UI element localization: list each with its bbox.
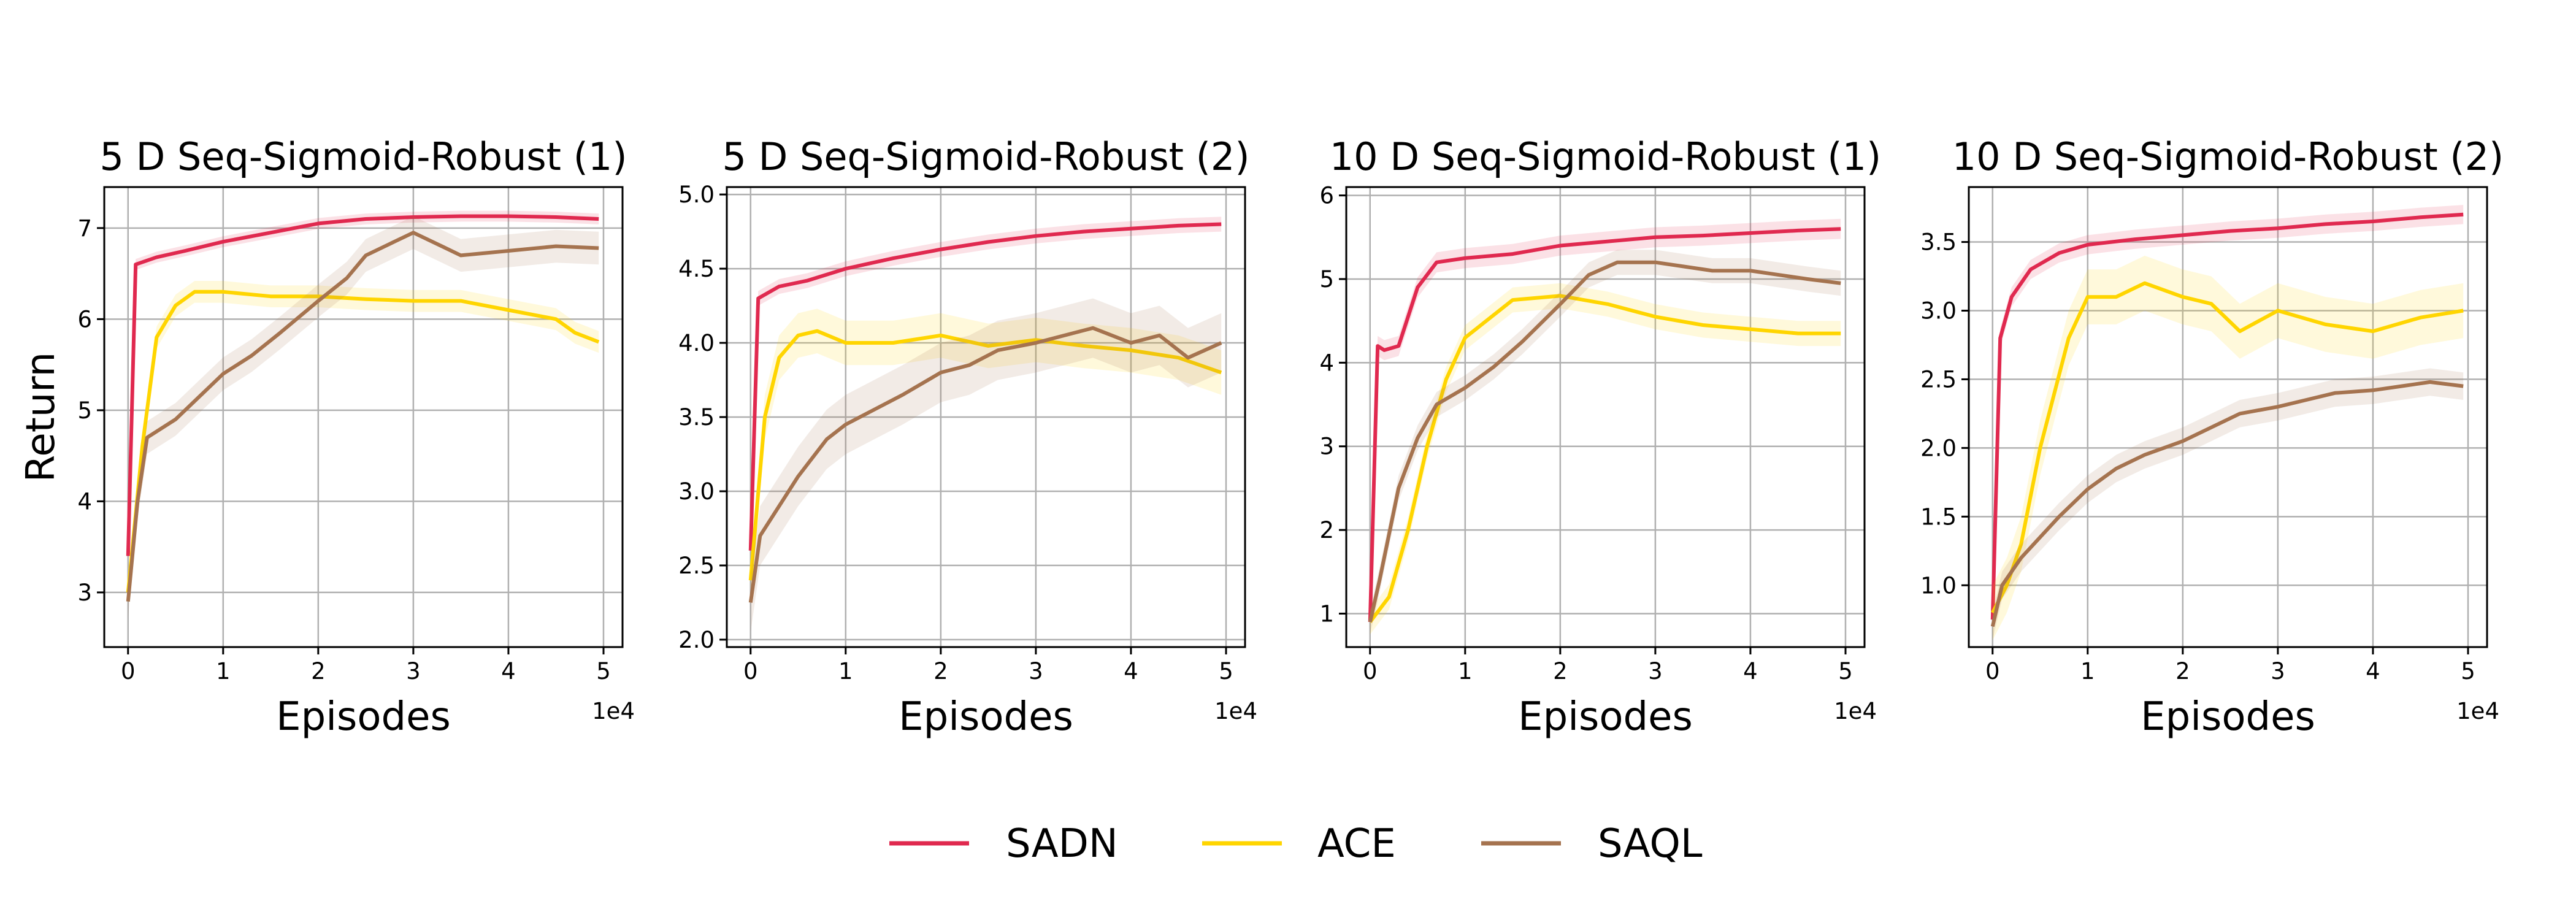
x-tick-label: 0 bbox=[743, 658, 758, 684]
chart-4: 0 1 2 3 4 5 1.0 1.5 2.0 2.5 3.0 3.5 10 D Seq-Sigmoid… bbox=[1920, 134, 2504, 740]
y-tick-label: 3.0 bbox=[1920, 297, 1957, 324]
x-axis-label: Episodes bbox=[276, 694, 451, 740]
legend: SADN ACE SAQL bbox=[889, 821, 1703, 867]
x-tick-label: 2 bbox=[311, 658, 326, 684]
x-tick-label: 4 bbox=[1124, 658, 1138, 684]
chart-2: 0 1 2 3 4 5 2.0 2.5 3.0 3.5 4.0 4.5 5.0 5 D Seq-Sigmo… bbox=[678, 134, 1257, 740]
x-tick-label: 1 bbox=[1458, 658, 1473, 684]
chart-title: 5 D Seq-Sigmoid-Robust (1) bbox=[99, 134, 627, 179]
legend-label-saql: SAQL bbox=[1598, 821, 1703, 867]
x-tick-label: 1 bbox=[2080, 658, 2095, 684]
chart-1: 0 1 2 3 4 5 3 4 5 6 7 5 D Seq-Sigmoid-Robust (1) Epi… bbox=[77, 134, 635, 740]
y-tick-label: 3 bbox=[77, 580, 92, 606]
band-saql bbox=[1992, 368, 2464, 640]
band-saql bbox=[128, 216, 599, 618]
y-tick-label: 1.5 bbox=[1920, 504, 1957, 530]
y-tick-label: 2.0 bbox=[1920, 435, 1957, 461]
x-tick-label: 2 bbox=[2175, 658, 2190, 684]
x-tick-label: 4 bbox=[501, 658, 516, 684]
band-saql bbox=[750, 298, 1222, 632]
x-tick-label: 3 bbox=[1029, 658, 1043, 684]
y-axis-label: Return bbox=[18, 352, 64, 482]
y-tick-label: 3 bbox=[1319, 434, 1334, 460]
x-tick-label: 3 bbox=[1648, 658, 1663, 684]
plot-area bbox=[748, 217, 1222, 632]
band-saql bbox=[1370, 250, 1841, 635]
chart-title: 5 D Seq-Sigmoid-Robust (2) bbox=[722, 134, 1249, 179]
axes-frame bbox=[103, 186, 624, 648]
x-tick-label: 5 bbox=[1219, 658, 1233, 684]
y-tick-label: 2.5 bbox=[1920, 366, 1957, 393]
series-line-ace bbox=[1368, 294, 1841, 623]
x-offset-label: 1e4 bbox=[1214, 698, 1257, 724]
y-tick-label: 3.5 bbox=[678, 404, 715, 431]
axes-frame bbox=[1968, 186, 2488, 648]
series-line-sadn bbox=[748, 222, 1222, 551]
x-tick-label: 0 bbox=[121, 658, 136, 684]
band-ace bbox=[1992, 255, 2464, 640]
x-tick-label: 5 bbox=[1838, 658, 1853, 684]
series-line-saql bbox=[1990, 380, 2464, 627]
plot-area bbox=[1368, 218, 1841, 635]
y-tick-label: 3.0 bbox=[678, 478, 715, 505]
chart-title: 10 D Seq-Sigmoid-Robust (1) bbox=[1330, 134, 1882, 179]
series-line-ace bbox=[126, 289, 600, 593]
x-axis-label: Episodes bbox=[1518, 694, 1693, 740]
y-tick-label: 4.0 bbox=[678, 330, 715, 356]
series-line-sadn bbox=[1368, 227, 1841, 623]
y-tick-label: 3.5 bbox=[1920, 229, 1957, 256]
y-tick-label: 5 bbox=[1319, 266, 1334, 293]
y-tick-label: 2.5 bbox=[678, 553, 715, 579]
y-tick-label: 2.0 bbox=[678, 627, 715, 653]
legend-label-sadn: SADN bbox=[1006, 821, 1118, 867]
plot-area bbox=[126, 210, 600, 618]
x-tick-label: 0 bbox=[1985, 658, 2000, 684]
y-tick-label: 5.0 bbox=[678, 182, 715, 208]
x-tick-label: 0 bbox=[1363, 658, 1378, 684]
x-tick-label: 5 bbox=[596, 658, 611, 684]
x-tick-label: 5 bbox=[2461, 658, 2475, 684]
series-line-ace bbox=[1991, 281, 2464, 614]
x-offset-label: 1e4 bbox=[592, 698, 635, 724]
chart-panels: 0 1 2 3 4 5 3 4 5 6 7 5 D Seq-Sigmoid-Robust (1) Epi… bbox=[77, 134, 2504, 740]
y-tick-label: 1.0 bbox=[1920, 572, 1957, 599]
x-tick-label: 2 bbox=[933, 658, 948, 684]
y-tick-label: 1 bbox=[1319, 600, 1334, 627]
y-tick-label: 2 bbox=[1319, 517, 1334, 543]
x-axis-label: Episodes bbox=[899, 694, 1073, 740]
series-line-sadn bbox=[126, 214, 599, 556]
series-line-ace bbox=[748, 329, 1222, 581]
x-offset-label: 1e4 bbox=[2456, 698, 2499, 724]
x-tick-label: 2 bbox=[1553, 658, 1568, 684]
series-line-sadn bbox=[1990, 212, 2464, 620]
x-tick-label: 3 bbox=[406, 658, 421, 684]
chart-title: 10 D Seq-Sigmoid-Robust (2) bbox=[1952, 134, 2504, 179]
x-tick-label: 4 bbox=[1743, 658, 1758, 684]
x-tick-label: 3 bbox=[2271, 658, 2285, 684]
y-tick-label: 5 bbox=[77, 397, 92, 424]
series-line-saql bbox=[748, 326, 1222, 603]
x-offset-label: 1e4 bbox=[1834, 698, 1877, 724]
y-tick-label: 4 bbox=[77, 488, 92, 515]
y-tick-label: 6 bbox=[77, 306, 92, 332]
plot-area bbox=[1990, 205, 2464, 640]
x-tick-label: 1 bbox=[838, 658, 853, 684]
legend-label-ace: ACE bbox=[1317, 821, 1396, 867]
series-line-saql bbox=[126, 231, 599, 602]
band-ace bbox=[128, 281, 599, 604]
x-tick-label: 4 bbox=[2366, 658, 2380, 684]
series-line-saql bbox=[1368, 260, 1841, 623]
y-tick-label: 4 bbox=[1319, 350, 1334, 376]
y-tick-label: 7 bbox=[77, 215, 92, 242]
chart-3: 0 1 2 3 4 5 1 2 3 4 5 6 10 D Seq-Sigmoid-Robust (1) E… bbox=[1319, 134, 1881, 740]
x-axis-label: Episodes bbox=[2141, 694, 2315, 740]
y-tick-label: 6 bbox=[1319, 183, 1334, 209]
axes-frame bbox=[1345, 186, 1866, 648]
y-tick-label: 4.5 bbox=[678, 256, 715, 282]
x-tick-label: 1 bbox=[216, 658, 231, 684]
